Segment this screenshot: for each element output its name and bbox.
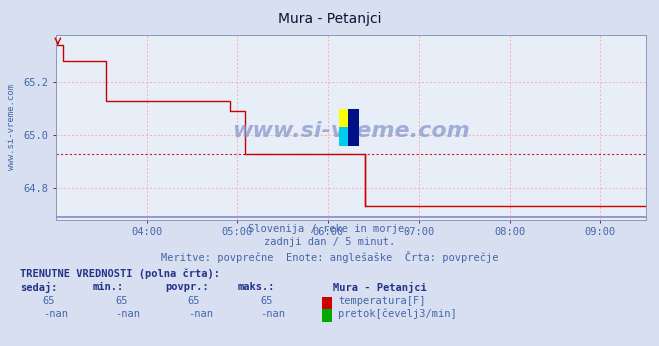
- Text: povpr.:: povpr.:: [165, 282, 208, 292]
- Bar: [339, 109, 348, 127]
- Text: 65: 65: [43, 296, 55, 306]
- Text: Meritve: povprečne  Enote: anglešaške  Črta: povprečje: Meritve: povprečne Enote: anglešaške Črt…: [161, 251, 498, 263]
- Text: Mura - Petanjci: Mura - Petanjci: [333, 282, 426, 293]
- Text: maks.:: maks.:: [237, 282, 275, 292]
- Text: sedaj:: sedaj:: [20, 282, 57, 293]
- Text: temperatura[F]: temperatura[F]: [338, 296, 426, 306]
- Text: 65: 65: [115, 296, 128, 306]
- Text: TRENUTNE VREDNOSTI (polna črta):: TRENUTNE VREDNOSTI (polna črta):: [20, 268, 219, 279]
- Text: www.si-vreme.com: www.si-vreme.com: [232, 121, 470, 141]
- Text: -nan: -nan: [188, 309, 213, 319]
- Text: Slovenija / reke in morje.: Slovenija / reke in morje.: [248, 224, 411, 234]
- Text: zadnji dan / 5 minut.: zadnji dan / 5 minut.: [264, 237, 395, 247]
- Text: -nan: -nan: [43, 309, 68, 319]
- Text: www.si-vreme.com: www.si-vreme.com: [7, 84, 16, 170]
- Text: 65: 65: [188, 296, 200, 306]
- Text: Mura - Petanjci: Mura - Petanjci: [277, 12, 382, 26]
- Text: -nan: -nan: [260, 309, 285, 319]
- Bar: [348, 109, 359, 146]
- Text: 65: 65: [260, 296, 273, 306]
- Text: min.:: min.:: [92, 282, 123, 292]
- Bar: [339, 127, 348, 146]
- Text: -nan: -nan: [115, 309, 140, 319]
- Text: pretok[čevelj3/min]: pretok[čevelj3/min]: [338, 309, 457, 319]
